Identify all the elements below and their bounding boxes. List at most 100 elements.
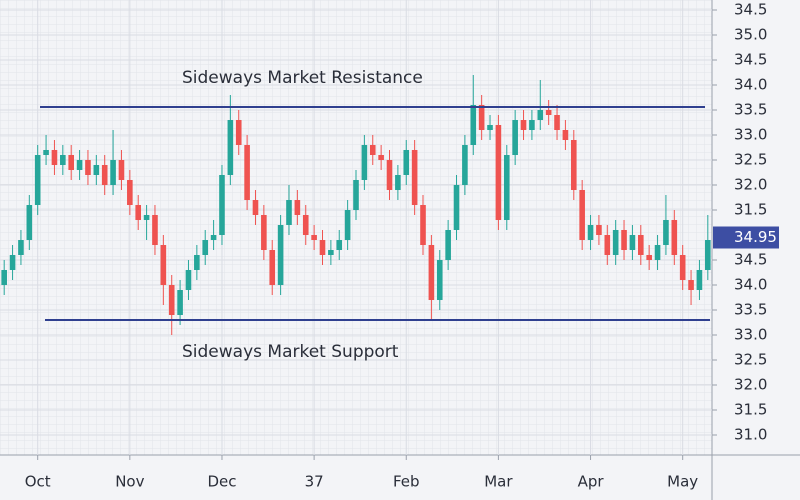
candle-body: [520, 120, 527, 130]
candle-body: [302, 215, 309, 235]
candle-body: [596, 225, 602, 235]
candle-body: [135, 205, 142, 220]
candle-body: [93, 165, 100, 175]
candle-body: [353, 180, 359, 210]
candle-body: [453, 185, 460, 230]
candle-body: [319, 240, 326, 255]
candle-body: [210, 235, 217, 240]
candle-body: [60, 155, 66, 165]
candle-body: [537, 110, 544, 120]
x-tick-label: Feb: [393, 473, 420, 491]
candle-body: [110, 160, 116, 185]
y-tick-label: 31.5: [734, 201, 767, 219]
last-price-label: 34.95: [734, 228, 777, 246]
y-tick-label: 31.5: [734, 401, 767, 419]
candle-body: [428, 245, 435, 300]
candle-body: [545, 110, 552, 115]
candle-body: [512, 120, 518, 155]
y-tick-label: 34.5: [734, 51, 767, 69]
candle-body: [252, 200, 259, 215]
candle-body: [76, 160, 83, 170]
candle-body: [663, 220, 669, 245]
candle-body: [369, 145, 376, 155]
candle-body: [277, 225, 284, 285]
y-tick-label: 35.0: [734, 26, 767, 44]
candle-body: [646, 255, 652, 260]
candle-body: [570, 140, 577, 190]
candle-body: [503, 155, 510, 220]
candle-body: [470, 105, 477, 145]
candle-body: [604, 235, 611, 255]
candle-body: [9, 255, 16, 270]
y-tick-label: 34.5: [734, 251, 767, 269]
candle-body: [487, 125, 493, 130]
annotation: Sideways Market Resistance: [182, 68, 423, 88]
candle-body: [244, 145, 250, 200]
candle-body: [462, 145, 468, 185]
candle-body: [478, 105, 485, 130]
candle-body: [286, 200, 292, 225]
candle-body: [18, 240, 24, 255]
y-tick-label: 33.5: [734, 101, 767, 119]
y-tick-label: 34.5: [734, 1, 767, 19]
candle-body: [160, 245, 167, 285]
candle-body: [688, 280, 694, 290]
y-tick-label: 32.5: [734, 151, 767, 169]
x-tick-label: Oct: [25, 473, 51, 491]
candle-body: [495, 125, 502, 220]
candle-body: [26, 205, 33, 240]
candle-body: [261, 215, 267, 250]
candle-body: [562, 130, 569, 140]
y-tick-label: 33.5: [734, 301, 767, 319]
candle-body: [403, 150, 410, 175]
candle-body: [34, 155, 41, 205]
x-tick-label: 37: [305, 473, 324, 491]
candle-body: [152, 215, 158, 245]
annotation: Sideways Market Support: [182, 342, 399, 362]
x-tick-label: May: [667, 473, 698, 491]
candle-body: [679, 255, 686, 280]
candle-body: [68, 155, 74, 170]
candle-body: [336, 240, 343, 250]
x-tick-label: Mar: [484, 473, 513, 491]
candle-body: [554, 115, 560, 130]
candle-body: [579, 190, 585, 240]
candle-body: [587, 225, 594, 240]
candle-body: [344, 210, 351, 240]
x-tick-label: Apr: [578, 473, 605, 491]
candle-body: [328, 250, 334, 255]
candle-body: [395, 175, 401, 190]
candle-body: [361, 145, 368, 180]
candle-body: [194, 255, 200, 270]
y-tick-label: 32.0: [734, 176, 767, 194]
candle-body: [311, 235, 317, 240]
candle-body: [445, 230, 451, 260]
y-tick-label: 34.0: [734, 276, 767, 294]
candle-body: [411, 150, 418, 205]
y-tick-label: 32.0: [734, 376, 767, 394]
candle-body: [227, 120, 234, 175]
y-tick-label: 31.0: [734, 426, 767, 444]
candle-body: [671, 220, 678, 255]
y-tick-label: 33.0: [734, 326, 767, 344]
candle-body: [43, 150, 49, 155]
candle-body: [529, 120, 535, 130]
candle-body: [696, 270, 703, 290]
candle-body: [629, 235, 636, 250]
y-tick-label: 34.0: [734, 76, 767, 94]
candle-body: [185, 270, 192, 290]
candle-body: [235, 120, 242, 145]
candle-body: [436, 260, 443, 300]
candle-body: [51, 150, 58, 165]
candle-body: [705, 240, 711, 270]
candle-body: [420, 205, 426, 245]
candle-body: [1, 270, 7, 285]
candle-body: [638, 235, 644, 255]
candle-body: [294, 200, 301, 215]
candle-body: [269, 250, 276, 285]
x-tick-label: Nov: [115, 473, 144, 491]
candle-body: [654, 245, 661, 260]
candle-body: [386, 160, 393, 190]
candle-body: [118, 160, 125, 180]
